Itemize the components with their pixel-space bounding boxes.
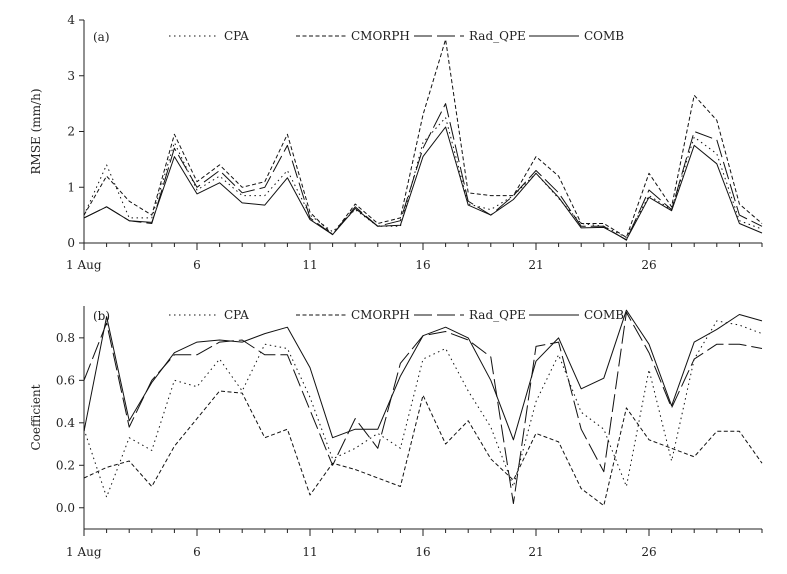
x-tick-label: 1 Aug [66,258,102,272]
series-line-comb [83,309,763,441]
x-tick-label: 1 Aug [66,545,102,559]
y-tick-label: 4 [67,13,75,27]
series-line-rad-qpe [83,103,763,241]
x-tick-label: 6 [193,258,201,272]
x-tick-label: 26 [641,545,656,559]
y-tick-label: 1 [67,180,75,194]
chart-panel-1: 0 1 2 3 4 1 Aug 6 11 16 21 26 RMSE (mm/h) (a) CPA CMOR… [29,13,763,272]
y-tick-label: 3 [67,69,75,83]
series-line-comb [83,126,763,241]
legend-label: COMB [584,29,624,43]
x-tick-label: 16 [415,258,430,272]
legend-label: COMB [584,308,624,322]
panel-label: (a) [93,30,110,44]
legend-label: CMORPH [351,308,410,322]
x-tick-label: 16 [415,545,430,559]
legend-label: CPA [224,29,249,43]
legend: CPA CMORPH Rad_QPE COMB [169,308,624,322]
x-tick-label: 11 [302,545,317,559]
x-tick-label: 21 [528,545,543,559]
x-tick-label: 6 [193,545,201,559]
y-tick-label: 0.4 [56,416,75,430]
legend-label: Rad_QPE [469,29,526,43]
y-axis-label: Coefficient [29,384,43,450]
series-line-cpa [83,117,763,238]
series-line-cmorph [83,39,763,238]
legend-label: Rad_QPE [469,308,526,322]
y-axis-label: RMSE (mm/h) [29,88,43,174]
y-tick-label: 0 [67,236,75,250]
chart-panel-2: 0.0 0.2 0.4 0.6 0.8 1 Aug 6 11 16 21 26 Coefficient… [29,306,763,559]
y-tick-label: 0.0 [56,501,75,515]
y-tick-label: 2 [67,125,75,139]
y-tick-label: 0.6 [56,373,75,387]
legend-label: CMORPH [351,29,410,43]
x-tick-label: 21 [528,258,543,272]
y-tick-label: 0.2 [56,458,75,472]
series-line-cmorph [83,390,763,507]
series-line-rad-qpe [83,311,763,504]
legend: CPA CMORPH Rad_QPE COMB [169,29,624,43]
x-tick-label: 11 [302,258,317,272]
x-tick-label: 26 [641,258,656,272]
legend-label: CPA [224,308,249,322]
y-tick-label: 0.8 [56,331,75,345]
